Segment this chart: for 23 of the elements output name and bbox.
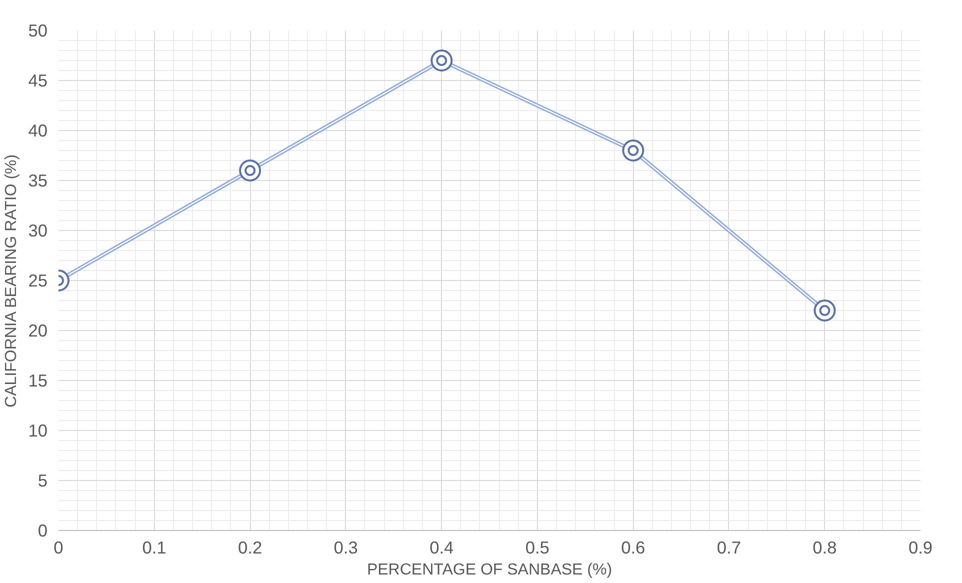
- y-tick-label: 30: [28, 220, 48, 240]
- y-tick-label: 40: [28, 120, 48, 140]
- y-tick-label: 5: [38, 470, 48, 490]
- x-tick-label: 0.5: [525, 538, 550, 558]
- x-tick-label: 0.4: [430, 538, 454, 558]
- y-tick-label: 0: [38, 520, 48, 540]
- x-tick-label: 0.7: [716, 538, 741, 558]
- y-axis-title: CALIFORNIA BEARING RATIO (%): [3, 154, 20, 408]
- y-tick-label: 10: [28, 420, 48, 440]
- y-tick-label: 45: [28, 70, 48, 90]
- x-tick-label: 0.9: [908, 538, 933, 558]
- y-tick-label: 25: [28, 270, 48, 290]
- x-tick-label: 0.1: [142, 538, 166, 558]
- x-axis-title: PERCENTAGE OF SANBASE (%): [366, 562, 612, 578]
- y-tick-label: 35: [28, 170, 48, 190]
- x-tick-label: 0.3: [334, 538, 358, 558]
- y-tick-label: 20: [28, 320, 48, 340]
- x-tick-label: 0.6: [621, 538, 646, 558]
- y-tick-label: 50: [28, 20, 48, 40]
- y-tick-label: 15: [28, 370, 48, 390]
- x-tick-label: 0.2: [238, 538, 262, 558]
- x-tick-label: 0.8: [812, 538, 837, 558]
- x-tick-label: 0: [54, 538, 64, 558]
